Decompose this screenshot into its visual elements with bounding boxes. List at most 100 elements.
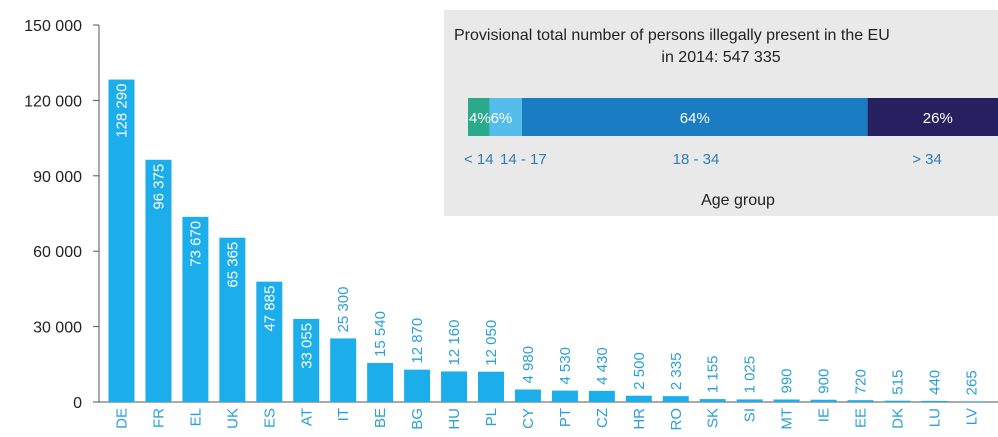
bar-mt xyxy=(773,399,800,402)
bar-pt xyxy=(551,390,578,402)
category-label-hu: HU xyxy=(446,408,463,430)
value-label-bg: 12 870 xyxy=(409,318,426,364)
bar-pl xyxy=(478,371,504,402)
inset-segments xyxy=(468,98,998,136)
y-tick-label: 60 000 xyxy=(33,244,82,261)
value-label-mt: 990 xyxy=(779,368,796,393)
value-label-es: 47 885 xyxy=(261,286,278,332)
category-label-ee: EE xyxy=(853,408,870,428)
category-label-ie: IE xyxy=(816,408,833,422)
bar-de xyxy=(108,79,135,403)
category-label-bg: BG xyxy=(409,408,426,430)
bar-ro xyxy=(662,396,689,402)
bar-cy xyxy=(514,389,541,402)
inset-category-label-1: 14 - 17 xyxy=(500,151,547,168)
y-tick-label: 150 000 xyxy=(24,18,82,35)
value-label-lu: 440 xyxy=(926,370,943,395)
bar-bg xyxy=(404,369,431,402)
value-label-ro: 2 335 xyxy=(668,353,685,391)
value-label-hr: 2 500 xyxy=(631,352,648,390)
inset-segment-0 xyxy=(468,98,490,136)
bar-be xyxy=(367,362,394,402)
bar-hu xyxy=(441,371,468,402)
bar-sk xyxy=(699,399,726,402)
bar-cz xyxy=(588,390,615,402)
category-label-pl: PL xyxy=(483,408,500,426)
bar-hr xyxy=(625,395,652,402)
value-label-ee: 720 xyxy=(853,369,870,394)
value-labels: 128 290 96 375 73 670 65 365 47 885 33 055 25 … xyxy=(114,84,981,396)
category-label-lv: LV xyxy=(963,408,980,425)
value-label-de: 128 290 xyxy=(114,84,131,138)
bar-at xyxy=(293,318,320,402)
y-ticks: 0 30 000 60 000 90 000 120 000 150 000 xyxy=(24,18,99,412)
y-tick-label: 0 xyxy=(73,395,82,412)
inset-segment-label-2: 64% xyxy=(680,110,710,127)
inset-xlabel: Age group xyxy=(701,192,775,209)
value-label-ie: 900 xyxy=(816,369,833,394)
value-label-hu: 12 160 xyxy=(446,320,463,366)
category-label-it: IT xyxy=(335,408,352,421)
bar-el xyxy=(182,216,209,402)
inset-segment-label-1: 6% xyxy=(491,110,513,127)
inset-category-label-2: 18 - 34 xyxy=(673,151,720,168)
category-label-uk: UK xyxy=(224,408,241,429)
category-label-si: SI xyxy=(742,408,759,422)
bar-dk xyxy=(884,400,911,402)
y-tick-label: 30 000 xyxy=(33,320,82,337)
inset-title-line-2: in 2014: 547 335 xyxy=(661,49,780,66)
value-label-at: 33 055 xyxy=(298,323,315,369)
bar-lv xyxy=(958,401,985,402)
value-label-cz: 4 430 xyxy=(594,347,611,385)
value-label-si: 1 025 xyxy=(742,356,759,394)
category-label-fr: FR xyxy=(150,408,167,428)
bars xyxy=(108,79,985,403)
value-label-be: 15 540 xyxy=(372,311,389,357)
category-label-de: DE xyxy=(114,408,131,429)
category-label-mt: MT xyxy=(779,408,796,430)
value-label-pt: 4 530 xyxy=(557,347,574,385)
bar-si xyxy=(736,399,763,402)
inset-segment-label-0: 4% xyxy=(469,110,491,127)
bar-ie xyxy=(810,399,837,402)
value-label-dk: 515 xyxy=(889,370,906,395)
bar-lu xyxy=(921,400,948,402)
category-label-sk: SK xyxy=(705,408,722,428)
bar-uk xyxy=(219,237,246,402)
bar-es xyxy=(256,281,283,402)
value-label-lv: 265 xyxy=(963,370,980,395)
bar-ee xyxy=(847,400,874,402)
y-tick-label: 120 000 xyxy=(24,93,82,110)
category-label-es: ES xyxy=(261,408,278,428)
inset-category-labels: < 14 14 - 17 18 - 34 > 34 xyxy=(464,151,942,168)
inset-segment-1 xyxy=(489,98,522,136)
inset-segment-label-3: 26% xyxy=(923,110,953,127)
bar-fr xyxy=(145,159,172,402)
inset-title-line-1: Provisional total number of persons ille… xyxy=(454,27,890,44)
value-label-it: 25 300 xyxy=(335,287,352,333)
inset-category-label-3: > 34 xyxy=(912,151,942,168)
category-label-at: AT xyxy=(298,408,315,426)
inset-segment-3 xyxy=(867,98,998,136)
category-label-hr: HR xyxy=(631,408,648,430)
category-label-ro: RO xyxy=(668,408,685,431)
main-bar-chart: 0 30 000 60 000 90 000 120 000 150 000 128 29… xyxy=(24,18,998,431)
category-label-pt: PT xyxy=(557,408,574,427)
category-label-el: EL xyxy=(187,408,204,426)
value-label-pl: 12 050 xyxy=(483,320,500,366)
inset-category-label-0: < 14 xyxy=(464,151,494,168)
value-label-fr: 96 375 xyxy=(150,164,167,210)
value-label-el: 73 670 xyxy=(187,221,204,267)
bar-it xyxy=(330,338,357,402)
inset-segment-labels: 4% 6% 64% 26% xyxy=(469,110,953,127)
category-labels: DE FR EL UK ES AT IT BE BG HU PL CY PT CZ HR RO SK SI MT IE… xyxy=(114,408,981,431)
value-label-cy: 4 980 xyxy=(520,346,537,384)
age-group-inset: Provisional total number of persons ille… xyxy=(444,10,998,216)
category-label-cy: CY xyxy=(520,408,537,429)
category-label-lu: LU xyxy=(926,408,943,427)
category-label-dk: DK xyxy=(889,408,906,429)
value-label-sk: 1 155 xyxy=(705,356,722,394)
inset-segment-2 xyxy=(522,98,868,136)
category-label-be: BE xyxy=(372,408,389,428)
